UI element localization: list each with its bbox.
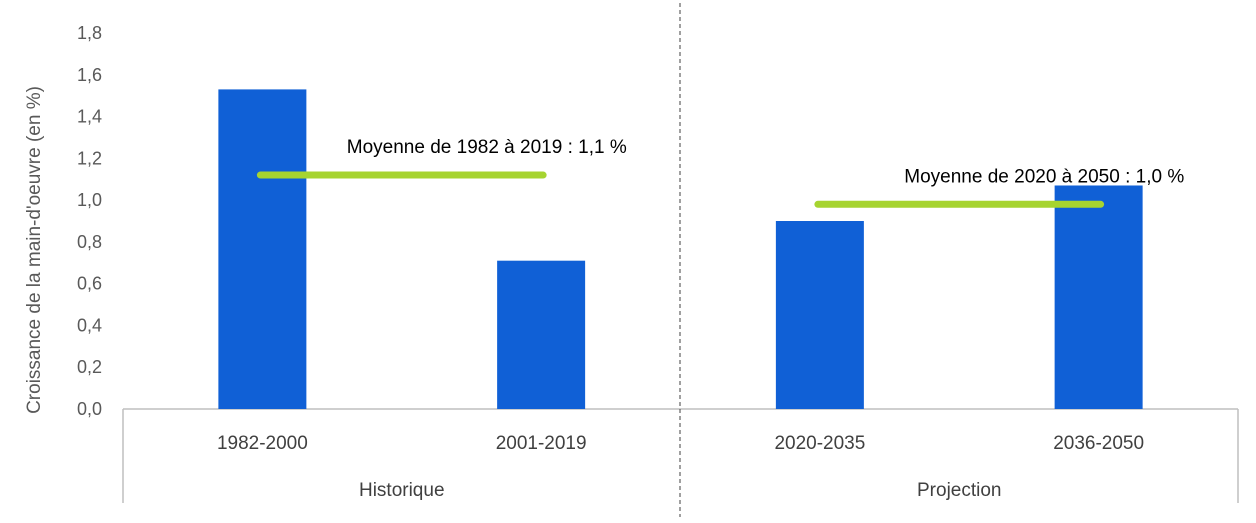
bar-2036-2050	[1054, 185, 1143, 409]
bar-2020-2035	[775, 221, 864, 409]
y-axis-label: Croissance de la main-d'oeuvre (en %)	[24, 86, 45, 414]
category-label: 1982-2000	[217, 433, 308, 454]
average-label: Moyenne de 2020 à 2050 : 1,0 %	[904, 166, 1184, 187]
y-tick-label: 0,8	[77, 232, 102, 252]
y-tick-label: 0,0	[77, 399, 102, 419]
y-tick-label: 0,2	[77, 357, 102, 377]
average-label: Moyenne de 1982 à 2019 : 1,1 %	[347, 137, 627, 158]
y-tick-label: 1,8	[77, 23, 102, 43]
bar-1982-2000	[218, 89, 307, 410]
y-tick-label: 1,4	[77, 107, 102, 127]
bar-2001-2019	[497, 260, 586, 409]
y-tick-label: 1,2	[77, 148, 102, 168]
y-tick-label: 1,6	[77, 65, 102, 85]
y-tick-label: 1,0	[77, 190, 102, 210]
category-label: 2036-2050	[1053, 433, 1144, 454]
y-tick-label: 0,6	[77, 274, 102, 294]
category-label: 2020-2035	[774, 433, 865, 454]
group-label: Projection	[917, 480, 1002, 501]
group-label: Historique	[359, 480, 445, 501]
y-tick-label: 0,4	[77, 315, 102, 335]
category-label: 2001-2019	[496, 433, 587, 454]
